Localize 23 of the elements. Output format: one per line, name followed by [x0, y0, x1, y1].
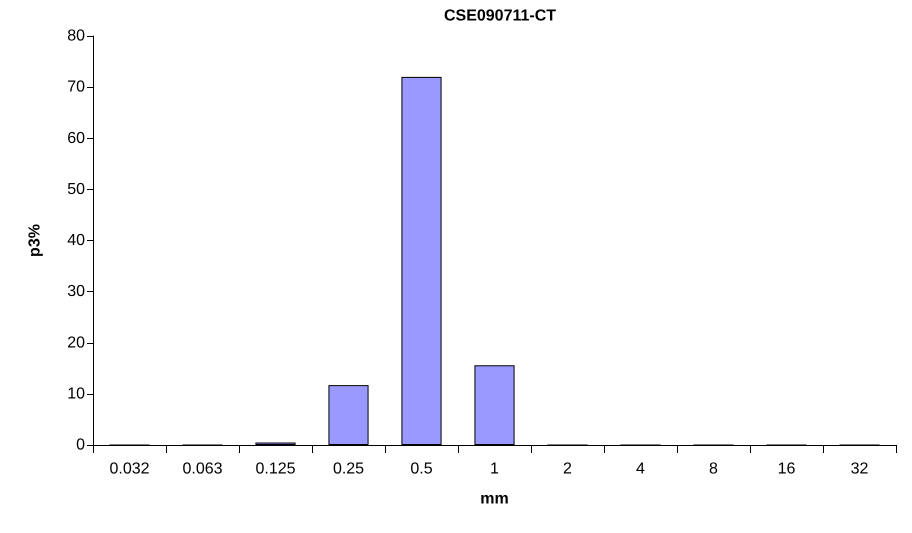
x-tick-label: 4 [636, 460, 646, 478]
y-tick-label: 60 [67, 130, 86, 147]
y-tick-label: 0 [76, 436, 86, 454]
y-tick-label: 20 [67, 334, 86, 352]
x-tick-label: 2 [563, 460, 572, 478]
y-tick-label: 80 [67, 28, 86, 44]
x-axis-title: mm [480, 490, 509, 508]
y-tick-label: 70 [67, 78, 86, 96]
x-tick-label: 32 [850, 460, 868, 478]
x-tick-label: 0.125 [255, 460, 296, 478]
y-tick-label: 50 [67, 180, 86, 198]
x-tick-label: 0.032 [109, 460, 150, 478]
x-tick-label: 8 [709, 460, 718, 478]
y-tick-label: 30 [67, 283, 86, 300]
y-tick-label: 10 [67, 385, 86, 402]
x-tick-label: 0.25 [332, 460, 364, 478]
y-axis-title: p3% [26, 224, 44, 257]
x-tick-label: 16 [778, 460, 796, 478]
chart-title: CSE090711-CT [444, 8, 556, 24]
x-tick-label: 0.063 [182, 460, 223, 478]
x-tick-label: 1 [490, 460, 500, 478]
y-tick-label: 40 [67, 232, 86, 249]
x-tick-label: 0.5 [410, 460, 433, 478]
